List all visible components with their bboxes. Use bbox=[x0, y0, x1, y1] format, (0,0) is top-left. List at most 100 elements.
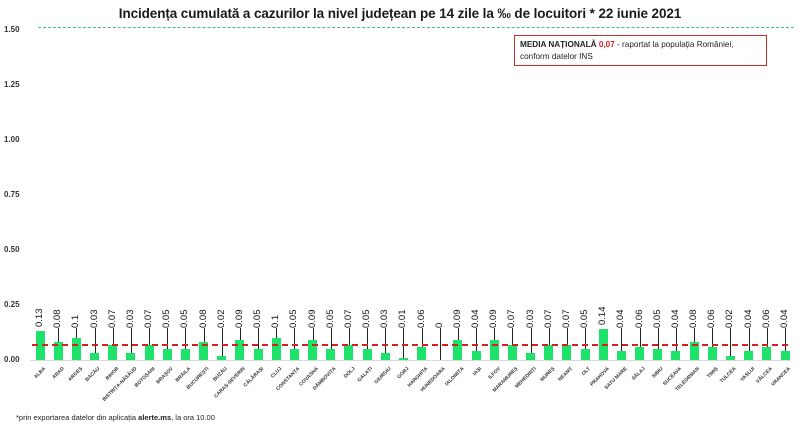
value-leader-line bbox=[167, 328, 169, 349]
y-tick-label: 0.50 bbox=[4, 245, 20, 254]
bar-value-label: 0.1 bbox=[70, 314, 82, 328]
x-category-label: BACĂU bbox=[84, 366, 102, 384]
value-leader-line bbox=[258, 328, 260, 349]
bar bbox=[417, 346, 427, 360]
bar-value-label: 0.13 bbox=[34, 308, 45, 328]
x-category-label: ARGEȘ bbox=[66, 366, 84, 383]
x-category-label: GIURGIU bbox=[373, 366, 393, 386]
value-leader-line bbox=[239, 328, 241, 341]
bar bbox=[780, 351, 790, 360]
bar bbox=[580, 349, 590, 360]
bar-value-label: 0.05 bbox=[252, 309, 264, 329]
bar bbox=[126, 353, 136, 360]
value-leader-line bbox=[639, 328, 641, 347]
value-leader-line bbox=[312, 328, 314, 341]
bar bbox=[217, 355, 227, 360]
x-category-label: OLT bbox=[581, 366, 593, 378]
value-leader-line bbox=[548, 328, 550, 345]
bar bbox=[653, 349, 663, 360]
bar-value-label: 0.09 bbox=[306, 309, 318, 329]
bar-value-label: 0.04 bbox=[742, 309, 754, 329]
bar bbox=[380, 353, 390, 360]
value-leader-line bbox=[367, 328, 369, 349]
value-leader-line bbox=[457, 328, 459, 341]
x-category-label: BRAȘOV bbox=[155, 366, 175, 386]
x-category-label: CLUJ bbox=[269, 366, 284, 380]
value-leader-line bbox=[712, 328, 714, 347]
bar-value-label: 0.02 bbox=[724, 309, 736, 329]
bar bbox=[71, 338, 81, 360]
value-leader-line bbox=[149, 328, 151, 345]
value-leader-line bbox=[730, 328, 732, 356]
value-leader-line bbox=[766, 328, 768, 347]
bar bbox=[35, 331, 45, 360]
bar bbox=[453, 340, 463, 360]
x-category-label: GORJ bbox=[396, 366, 411, 381]
bar-value-label: 0.09 bbox=[488, 309, 500, 329]
bar bbox=[235, 340, 245, 360]
bar-value-label: 0.08 bbox=[52, 309, 64, 329]
value-leader-line bbox=[348, 328, 350, 345]
bar-value-label: 0 bbox=[433, 322, 445, 328]
bar-value-label: 0.04 bbox=[615, 309, 627, 329]
bar-value-label: 0.04 bbox=[470, 309, 482, 329]
value-leader-line bbox=[621, 328, 623, 352]
bar-value-label: 0.05 bbox=[361, 309, 373, 329]
bar bbox=[689, 342, 699, 360]
bar bbox=[253, 349, 263, 360]
bar-value-label: 0.05 bbox=[179, 309, 191, 329]
bar-value-label: 0.07 bbox=[542, 309, 554, 329]
legend-text-2: conform datelor INS bbox=[520, 52, 593, 61]
value-leader-line bbox=[203, 328, 205, 343]
x-category-label: ALBA bbox=[33, 366, 48, 381]
bar bbox=[362, 349, 372, 360]
bar-value-label: 0.05 bbox=[579, 309, 591, 329]
bar-value-label: 0.03 bbox=[124, 309, 136, 329]
value-leader-line bbox=[585, 328, 587, 349]
value-leader-line bbox=[675, 328, 677, 352]
value-leader-line bbox=[421, 328, 423, 347]
bar-value-label: 0.03 bbox=[88, 309, 100, 329]
footnote-source: alerte.ms bbox=[138, 413, 172, 422]
value-leader-line bbox=[276, 328, 278, 338]
value-leader-line bbox=[185, 328, 187, 349]
value-leader-line bbox=[403, 328, 405, 358]
bar-value-label: 0.06 bbox=[760, 309, 772, 329]
value-leader-line bbox=[385, 328, 387, 354]
bar-value-label: 0.06 bbox=[706, 309, 718, 329]
bar-value-label: 0.01 bbox=[397, 309, 409, 329]
bar bbox=[507, 344, 517, 360]
value-leader-line bbox=[112, 328, 114, 345]
x-category-label: ARAD bbox=[50, 366, 66, 381]
bar bbox=[489, 340, 499, 360]
bar-value-label: 0.07 bbox=[342, 309, 354, 329]
x-category-label: SĂLAJ bbox=[631, 366, 647, 382]
bar-value-label: 0.1 bbox=[270, 314, 282, 328]
bar-value-label: 0.09 bbox=[451, 309, 463, 329]
y-tick-label: 0.75 bbox=[4, 190, 20, 199]
bar-value-label: 0.08 bbox=[688, 309, 700, 329]
value-leader-line bbox=[530, 328, 532, 354]
bar bbox=[635, 346, 645, 360]
bar bbox=[271, 338, 281, 360]
bar-value-label: 0.03 bbox=[379, 309, 391, 329]
bar-value-label: 0.05 bbox=[288, 309, 300, 329]
value-leader-line bbox=[330, 328, 332, 349]
bar bbox=[707, 346, 717, 360]
value-leader-line bbox=[130, 328, 132, 354]
bar bbox=[180, 349, 190, 360]
x-category-label: TULCEA bbox=[719, 366, 738, 385]
legend-label: MEDIA NAȚIONALĂ bbox=[520, 40, 597, 49]
bar-value-label: 0.09 bbox=[233, 309, 245, 329]
legend-value: 0,07 bbox=[598, 40, 615, 49]
bar-value-label: 0.06 bbox=[415, 309, 427, 329]
national-average-line bbox=[32, 343, 788, 346]
bar-value-label: 0.05 bbox=[324, 309, 336, 329]
bar bbox=[90, 353, 99, 360]
value-leader-line bbox=[58, 328, 60, 343]
bar-value-label: 0.07 bbox=[560, 309, 572, 329]
national-average-legend: MEDIA NAȚIONALĂ 0,07 - raportat la popul… bbox=[514, 35, 767, 66]
value-leader-line bbox=[494, 328, 496, 341]
footnote-suffix: , la ora 10.00 bbox=[171, 413, 215, 422]
footnote-prefix: *prin exportarea datelor din aplicația bbox=[16, 413, 139, 422]
